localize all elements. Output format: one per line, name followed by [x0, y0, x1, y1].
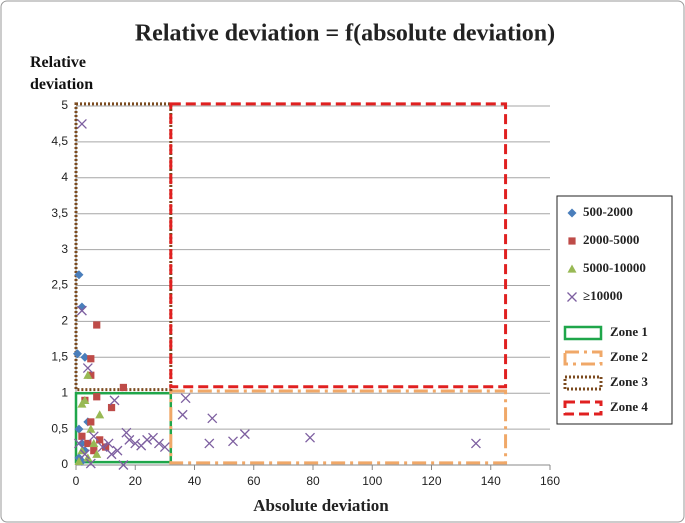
point	[204, 438, 215, 449]
legend-label: 500-2000	[583, 204, 633, 219]
legend-swatch	[563, 350, 603, 366]
point	[159, 442, 170, 453]
point	[74, 438, 84, 449]
point	[77, 438, 87, 448]
y-tick-label: 0,5	[51, 421, 68, 435]
point	[96, 436, 104, 444]
y-tick-label: 0	[61, 457, 68, 471]
point	[228, 436, 238, 447]
legend-swatch	[563, 325, 603, 341]
point	[124, 434, 135, 445]
point	[76, 305, 87, 316]
point	[87, 418, 95, 426]
y-axis-label: Relative deviation	[30, 54, 94, 93]
point	[83, 370, 93, 379]
y-tick-label: 2	[61, 314, 68, 328]
legend-label: Zone 4	[610, 399, 648, 414]
point	[90, 447, 98, 455]
y-tick-label: 3,5	[51, 206, 68, 220]
y-tick-label: 2,5	[51, 278, 68, 292]
x-tick-label: 160	[540, 474, 560, 488]
legend-label: 5000-10000	[583, 260, 646, 275]
point	[95, 410, 105, 419]
point	[74, 270, 84, 280]
point	[180, 393, 191, 404]
y-tick-label: 4,5	[51, 134, 68, 148]
point	[119, 383, 127, 392]
point	[87, 355, 95, 363]
point	[76, 118, 87, 129]
legend-label: Zone 3	[610, 374, 648, 389]
x-tick-label: 40	[188, 474, 202, 488]
point	[82, 363, 93, 374]
point	[78, 432, 86, 440]
zone	[169, 102, 508, 389]
x-tick-label: 60	[247, 474, 261, 488]
chart-title: Relative deviation = f(absolute deviatio…	[135, 21, 555, 47]
point	[79, 449, 90, 460]
point	[84, 439, 92, 448]
y-tick-label: 1,5	[51, 349, 68, 363]
point	[80, 352, 90, 362]
point	[107, 403, 116, 412]
legend-swatch	[563, 375, 603, 391]
point	[153, 438, 164, 449]
point	[92, 449, 102, 458]
y-tick-label: 4	[61, 170, 68, 184]
point	[239, 429, 250, 440]
point	[88, 431, 99, 442]
point	[87, 371, 95, 379]
point	[109, 395, 120, 406]
x-axis-label: Absolute deviation	[253, 496, 389, 515]
point	[72, 349, 82, 359]
point	[130, 438, 141, 449]
y-tick-label: 5	[61, 98, 68, 112]
legend-label: Zone 1	[610, 324, 648, 339]
zone	[169, 389, 508, 465]
x-tick-label: 140	[481, 474, 501, 488]
point	[207, 413, 218, 424]
legend-marker	[567, 292, 577, 302]
point	[97, 442, 108, 453]
x-tick-label: 20	[129, 474, 143, 488]
point	[77, 446, 87, 455]
point	[74, 424, 84, 434]
point	[93, 393, 101, 401]
point	[89, 438, 99, 448]
point	[121, 427, 132, 438]
point	[74, 456, 84, 466]
point	[106, 449, 117, 460]
point	[112, 445, 123, 456]
x-tick-label: 0	[73, 474, 80, 488]
point	[103, 438, 114, 449]
legend-marker	[567, 208, 577, 218]
point	[86, 424, 96, 433]
legend-label: ≥10000	[583, 288, 623, 303]
y-tick-label: 1	[61, 385, 68, 399]
x-tick-label: 100	[362, 474, 382, 488]
x-tick-label: 120	[421, 474, 441, 488]
zone	[74, 102, 173, 392]
legend-swatch	[563, 400, 603, 416]
point	[80, 395, 90, 404]
point	[470, 438, 481, 449]
legend-label: 2000-5000	[583, 232, 639, 247]
x-tick-label: 80	[306, 474, 320, 488]
point	[93, 321, 101, 329]
point	[118, 460, 129, 470]
legend-box	[556, 195, 673, 425]
y-tick-label: 3	[61, 242, 68, 256]
legend-marker	[568, 237, 576, 245]
legend-marker	[567, 264, 577, 273]
point	[142, 434, 153, 445]
point	[85, 458, 96, 469]
point	[305, 432, 315, 443]
point	[177, 409, 188, 420]
legend-label: Zone 2	[610, 349, 648, 364]
